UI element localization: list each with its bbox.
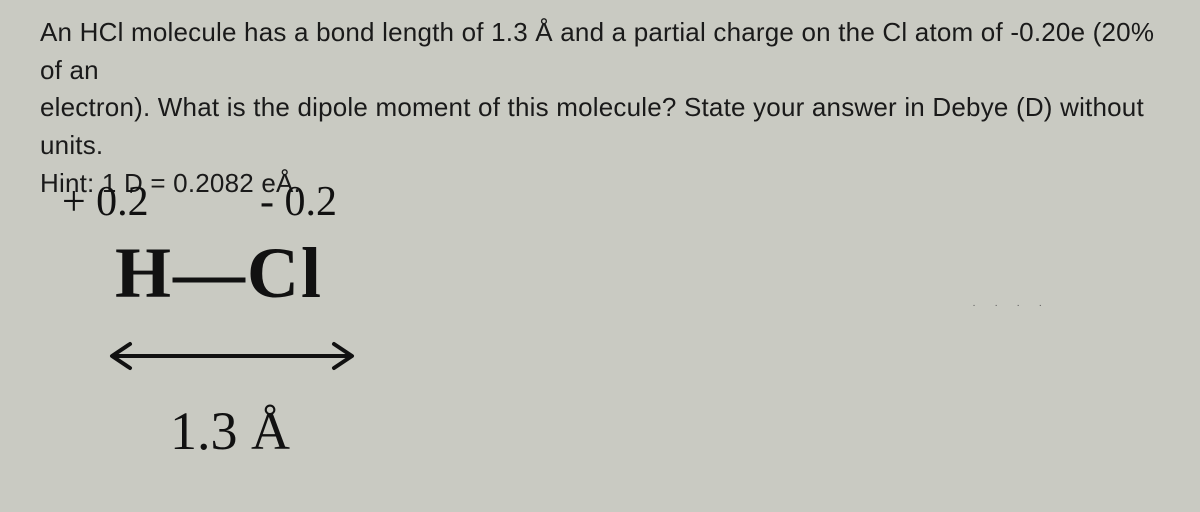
partial-charge-cl: - 0.2 [260,178,337,226]
question-text: An HCl molecule has a bond length of 1.3… [40,14,1180,202]
bond-length-value: 1.3 Å [170,400,290,462]
question-line-2: electron). What is the dipole moment of … [40,92,1144,160]
bond-length-arrow [102,336,362,376]
partial-charge-h: + 0.2 [62,178,149,226]
molecule-formula: H—Cl [115,232,323,315]
question-line-1: An HCl molecule has a bond length of 1.3… [40,17,1154,85]
decorative-dots: · · · · [972,300,1050,311]
